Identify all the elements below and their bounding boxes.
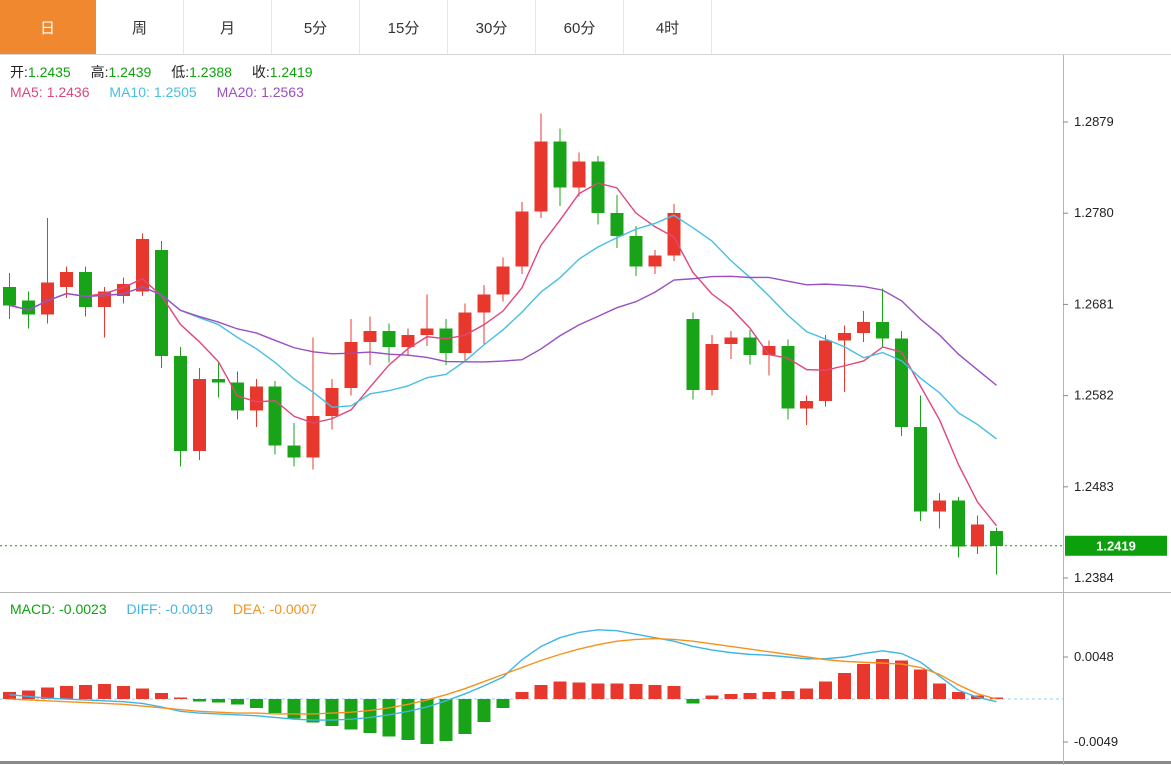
low-label: 低: [171, 64, 190, 80]
ma-legend: MA5: 1.2436 MA10: 1.2505 MA20: 1.2563 [10, 84, 320, 100]
price-axis-label: 1.2384 [1074, 570, 1114, 585]
current-price-value: 1.2419 [1096, 538, 1136, 553]
macd-legend: MACD: -0.0023 DIFF: -0.0019 DEA: -0.0007 [10, 601, 333, 617]
candlestick-macd-chart[interactable]: 1.2879 1.2780 1.2681 1.2582 1.2483 1.2384 0.00… [0, 55, 1171, 765]
price-axis-label: 1.2681 [1074, 296, 1114, 311]
ma20-value: 1.2563 [261, 84, 304, 100]
ohlc-legend: 开:1.2435 高:1.2439 低:1.2388 收:1.2419 [10, 62, 329, 82]
dea-line [9, 637, 997, 715]
tab-30min[interactable]: 30分 [448, 0, 536, 54]
macd-value: -0.0023 [59, 601, 107, 617]
tab-4hour[interactable]: 4时 [624, 0, 712, 54]
price-axis-label: 1.2780 [1074, 205, 1114, 220]
price-axis-label: 1.2879 [1074, 114, 1114, 129]
tab-60min[interactable]: 60分 [536, 0, 624, 54]
tab-month[interactable]: 月 [184, 0, 272, 54]
macd-label: MACD: [10, 601, 56, 617]
ma5-label: MA5: [10, 84, 43, 100]
tab-15min[interactable]: 15分 [360, 0, 448, 54]
tab-5min[interactable]: 5分 [272, 0, 360, 54]
ma10-value: 1.2505 [153, 84, 197, 100]
price-axis-label: 1.2582 [1074, 388, 1114, 403]
ma20-line [9, 275, 998, 386]
diff-label: DIFF: [126, 601, 162, 617]
macd-axis-label: 0.0048 [1074, 649, 1114, 664]
macd-axis-label: -0.0049 [1074, 734, 1118, 749]
close-value: 1.2419 [269, 64, 313, 80]
close-label: 收: [251, 64, 270, 80]
high-value: 1.2439 [108, 64, 152, 80]
ma20-label: MA20: [216, 84, 258, 100]
tab-day[interactable]: 日 [0, 0, 96, 54]
dea-value: -0.0007 [269, 601, 318, 617]
open-value: 1.2435 [27, 64, 71, 80]
ma5-value: 1.2436 [46, 84, 90, 100]
timeframe-tabbar: 日 周 月 5分 15分 30分 60分 4时 [0, 0, 1171, 55]
high-label: 高: [90, 64, 109, 80]
open-label: 开: [10, 64, 28, 80]
low-value: 1.2388 [189, 64, 232, 80]
tab-week[interactable]: 周 [96, 0, 184, 54]
diff-value: -0.0019 [165, 601, 213, 617]
diff-line [9, 629, 997, 721]
dea-label: DEA: [232, 601, 266, 617]
price-axis-label: 1.2483 [1074, 479, 1114, 494]
macd-histogram [2, 658, 1004, 744]
candles-layer [2, 113, 1004, 575]
ma5-line [9, 182, 998, 527]
ma10-label: MA10: [109, 84, 150, 100]
chart-area: 1.2879 1.2780 1.2681 1.2582 1.2483 1.2384 0.00… [0, 55, 1171, 765]
current-price-badge [1065, 535, 1167, 556]
